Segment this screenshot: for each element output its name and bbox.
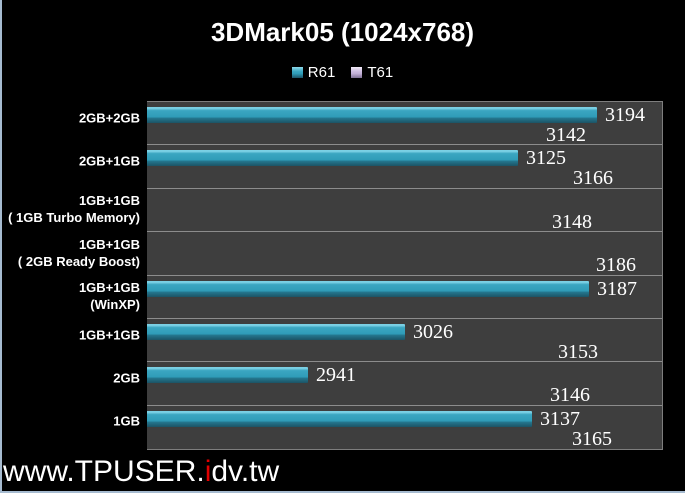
value-label-t61-row-7: 3165 — [572, 428, 612, 450]
chart-title: 3DMark05 (1024x768) — [210, 17, 475, 47]
bar-t61-row-7 — [147, 431, 564, 447]
chart-row-5: 3026 3153 — [147, 319, 662, 362]
chart-row-6: 2941 3146 — [147, 362, 662, 406]
value-label-r61-row-5: 3026 — [413, 321, 453, 343]
category-label-line: 1GB+1GB — [78, 193, 140, 209]
category-label-line: 2GB+2GB — [78, 110, 140, 126]
category-label-line: ( 1GB Turbo Memory) — [8, 210, 140, 226]
frame-edge-bottom — [0, 491, 685, 493]
value-label-t61-row-5: 3153 — [558, 341, 598, 363]
value-label-r61-row-6: 2941 — [316, 364, 356, 386]
plot-area: 3194 3142 3125 3166 3148 3186 3187 3026 3153 2941… — [147, 101, 663, 450]
bar-t61-row-6 — [147, 387, 542, 403]
legend-item-t61: T61 — [351, 64, 393, 81]
value-label-t61-row-2: 3148 — [552, 211, 592, 233]
category-label-line: 1GB+1GB — [78, 327, 140, 343]
category-label-2: 1GB+1GB( 1GB Turbo Memory) — [0, 192, 140, 226]
watermark-suffix: dv.tw — [211, 455, 280, 488]
category-label-line: ( 2GB Ready Boost) — [17, 253, 140, 269]
category-label-line: 2GB — [113, 370, 140, 386]
value-label-r61-row-4: 3187 — [597, 278, 637, 300]
category-label-0: 2GB+2GB — [0, 109, 140, 126]
category-label-line: 1GB+1GB — [78, 280, 140, 296]
chart-row-4: 3187 — [147, 276, 662, 319]
value-label-t61-row-0: 3142 — [546, 124, 586, 146]
bar-r61-row-1 — [147, 150, 518, 166]
bar-r61-row-5 — [147, 324, 405, 340]
chart-row-7: 3137 3165 — [147, 406, 662, 449]
bar-t61-row-2 — [147, 214, 544, 230]
category-label-line: (WinXP) — [90, 297, 140, 313]
category-label-6: 2GB — [0, 369, 140, 386]
chart-row-2: 3148 — [147, 189, 662, 232]
legend-swatch-r61-icon — [291, 66, 303, 78]
legend-item-r61: R61 — [291, 63, 336, 81]
watermark: www.TPUSER.idv.tw — [3, 455, 279, 489]
legend: R61 T61 — [0, 62, 685, 82]
category-label-1: 2GB+1GB — [0, 153, 140, 170]
bar-r61-row-0 — [147, 107, 597, 123]
category-label-4: 1GB+1GB (WinXP) — [0, 279, 140, 313]
category-label-5: 1GB+1GB — [0, 326, 140, 343]
legend-label-r61: R61 — [307, 63, 336, 81]
frame-edge-left — [0, 0, 2, 493]
category-label-line: 2GB+1GB — [78, 153, 140, 169]
bar-t61-row-1 — [147, 170, 565, 186]
bar-t61-row-5 — [147, 344, 550, 360]
legend-label-t61: T61 — [367, 63, 394, 81]
bar-r61-row-7 — [147, 411, 532, 427]
value-label-r61-row-1: 3125 — [526, 147, 566, 169]
value-label-r61-row-0: 3194 — [605, 104, 645, 126]
value-label-r61-row-7: 3137 — [540, 408, 580, 430]
watermark-prefix: www.TPUSER. — [3, 455, 205, 488]
bar-t61-row-3 — [147, 257, 588, 273]
legend-swatch-t61-icon — [351, 66, 363, 78]
bar-r61-row-4 — [147, 281, 589, 297]
category-label-line: 1GB+1GB — [78, 236, 140, 252]
watermark-highlight: i — [204, 455, 212, 488]
chart-row-3: 3186 — [147, 232, 662, 276]
chart-row-1: 3125 3166 — [147, 145, 662, 189]
category-label-7: 1GB — [0, 413, 140, 430]
category-label-line: 1GB — [113, 413, 140, 429]
chart-row-0: 3194 3142 — [147, 102, 662, 145]
bar-t61-row-0 — [147, 127, 538, 143]
category-labels: 2GB+2GB 2GB+1GB 1GB+1GB( 1GB Turbo Memory)… — [0, 101, 140, 450]
value-label-t61-row-6: 3146 — [550, 384, 590, 406]
category-label-3: 1GB+1GB( 2GB Ready Boost) — [0, 236, 140, 270]
value-label-t61-row-1: 3166 — [573, 167, 613, 189]
bar-r61-row-6 — [147, 367, 308, 383]
value-label-t61-row-3: 3186 — [596, 254, 636, 276]
